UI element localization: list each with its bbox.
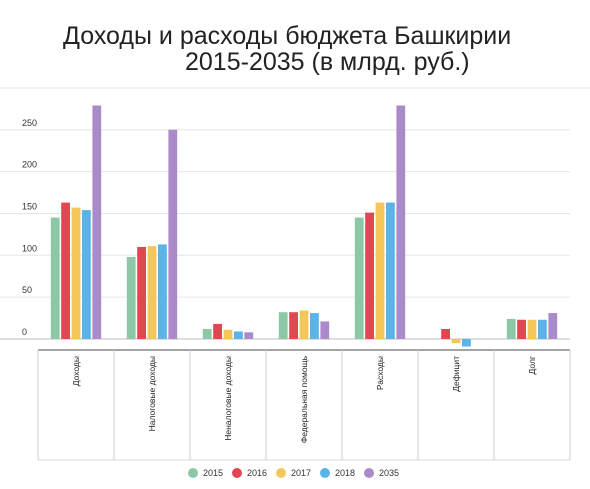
y-axis-ticks: 0 50 100 150 200 250	[22, 118, 37, 337]
bars	[50, 105, 558, 347]
category-label: Налоговые доходы	[147, 356, 157, 431]
legend-swatch-2035	[364, 468, 374, 478]
bar-2015-5	[354, 217, 364, 339]
bar-2018-1	[82, 210, 91, 339]
y-tick-label: 100	[22, 243, 37, 253]
bar-2035-4	[320, 321, 330, 339]
legend-label-2016: 2016	[247, 468, 267, 478]
bar-2017-1	[71, 207, 81, 339]
legend-label-2018: 2018	[335, 468, 355, 478]
bar-2017-7	[527, 319, 537, 339]
bar-2035-5	[396, 105, 406, 339]
category-label: Расходы	[375, 356, 385, 390]
bar-2016-7	[517, 319, 526, 339]
bar-2017-3	[223, 329, 233, 339]
y-tick-label: 200	[22, 160, 37, 170]
bar-2035-3	[244, 332, 254, 339]
bar-2018-6	[462, 339, 471, 347]
bar-2015-1	[50, 217, 60, 339]
y-tick-label: 150	[22, 201, 37, 211]
bar-2016-6	[441, 328, 450, 339]
bar-2016-4	[289, 312, 298, 339]
legend-swatch-2016	[232, 468, 242, 478]
chart-title-line-1: Доходы и расходы бюджета Башкирии	[63, 22, 511, 50]
legend-swatch-2015	[188, 468, 198, 478]
bar-2017-5	[375, 202, 385, 339]
category-axis: Доходы Налоговые доходы Неналоговые доходы…	[37, 349, 571, 461]
bar-2035-1	[92, 105, 102, 339]
bar-2035-2	[168, 129, 178, 339]
bar-2016-2	[137, 246, 146, 339]
legend-label-2035: 2035	[379, 468, 399, 478]
chart-title-line-2: 2015-2035 (в млрд. руб.)	[185, 48, 470, 76]
y-tick-label: 50	[22, 285, 32, 295]
bar-2018-5	[386, 202, 395, 339]
bar-2016-5	[365, 212, 374, 339]
category-label: Долг	[527, 356, 537, 374]
bar-2018-3	[234, 331, 243, 339]
bar-2018-4	[310, 313, 319, 339]
bar-2017-2	[147, 246, 157, 339]
bar-2015-3	[202, 328, 212, 339]
legend-label-2015: 2015	[203, 468, 223, 478]
bar-2018-2	[158, 244, 167, 339]
legend: 2015 2016 2017 2018 2035	[188, 468, 399, 478]
legend-swatch-2018	[320, 468, 330, 478]
category-label: Неналоговые доходы	[223, 356, 233, 441]
bar-2015-7	[506, 318, 516, 339]
bar-2015-2	[126, 256, 136, 339]
bar-2035-7	[548, 313, 558, 339]
category-label: Дефицит	[451, 356, 461, 392]
category-label: Доходы	[71, 356, 81, 386]
legend-swatch-2017	[276, 468, 286, 478]
category-label: Федеральная помощь	[299, 355, 309, 443]
bar-2015-4	[278, 312, 288, 339]
bar-2017-6	[451, 339, 461, 344]
y-tick-label: 0	[22, 327, 27, 337]
bar-2016-3	[213, 323, 222, 339]
y-tick-label: 250	[22, 118, 37, 128]
legend-label-2017: 2017	[291, 468, 311, 478]
bar-2016-1	[61, 202, 70, 339]
bar-2017-4	[299, 310, 309, 339]
bar-2018-7	[538, 319, 547, 339]
